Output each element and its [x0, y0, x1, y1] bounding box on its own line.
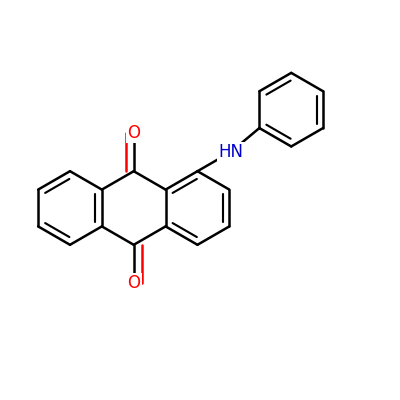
Text: O: O: [127, 274, 140, 292]
Text: HN: HN: [218, 143, 244, 161]
Text: O: O: [127, 124, 140, 142]
